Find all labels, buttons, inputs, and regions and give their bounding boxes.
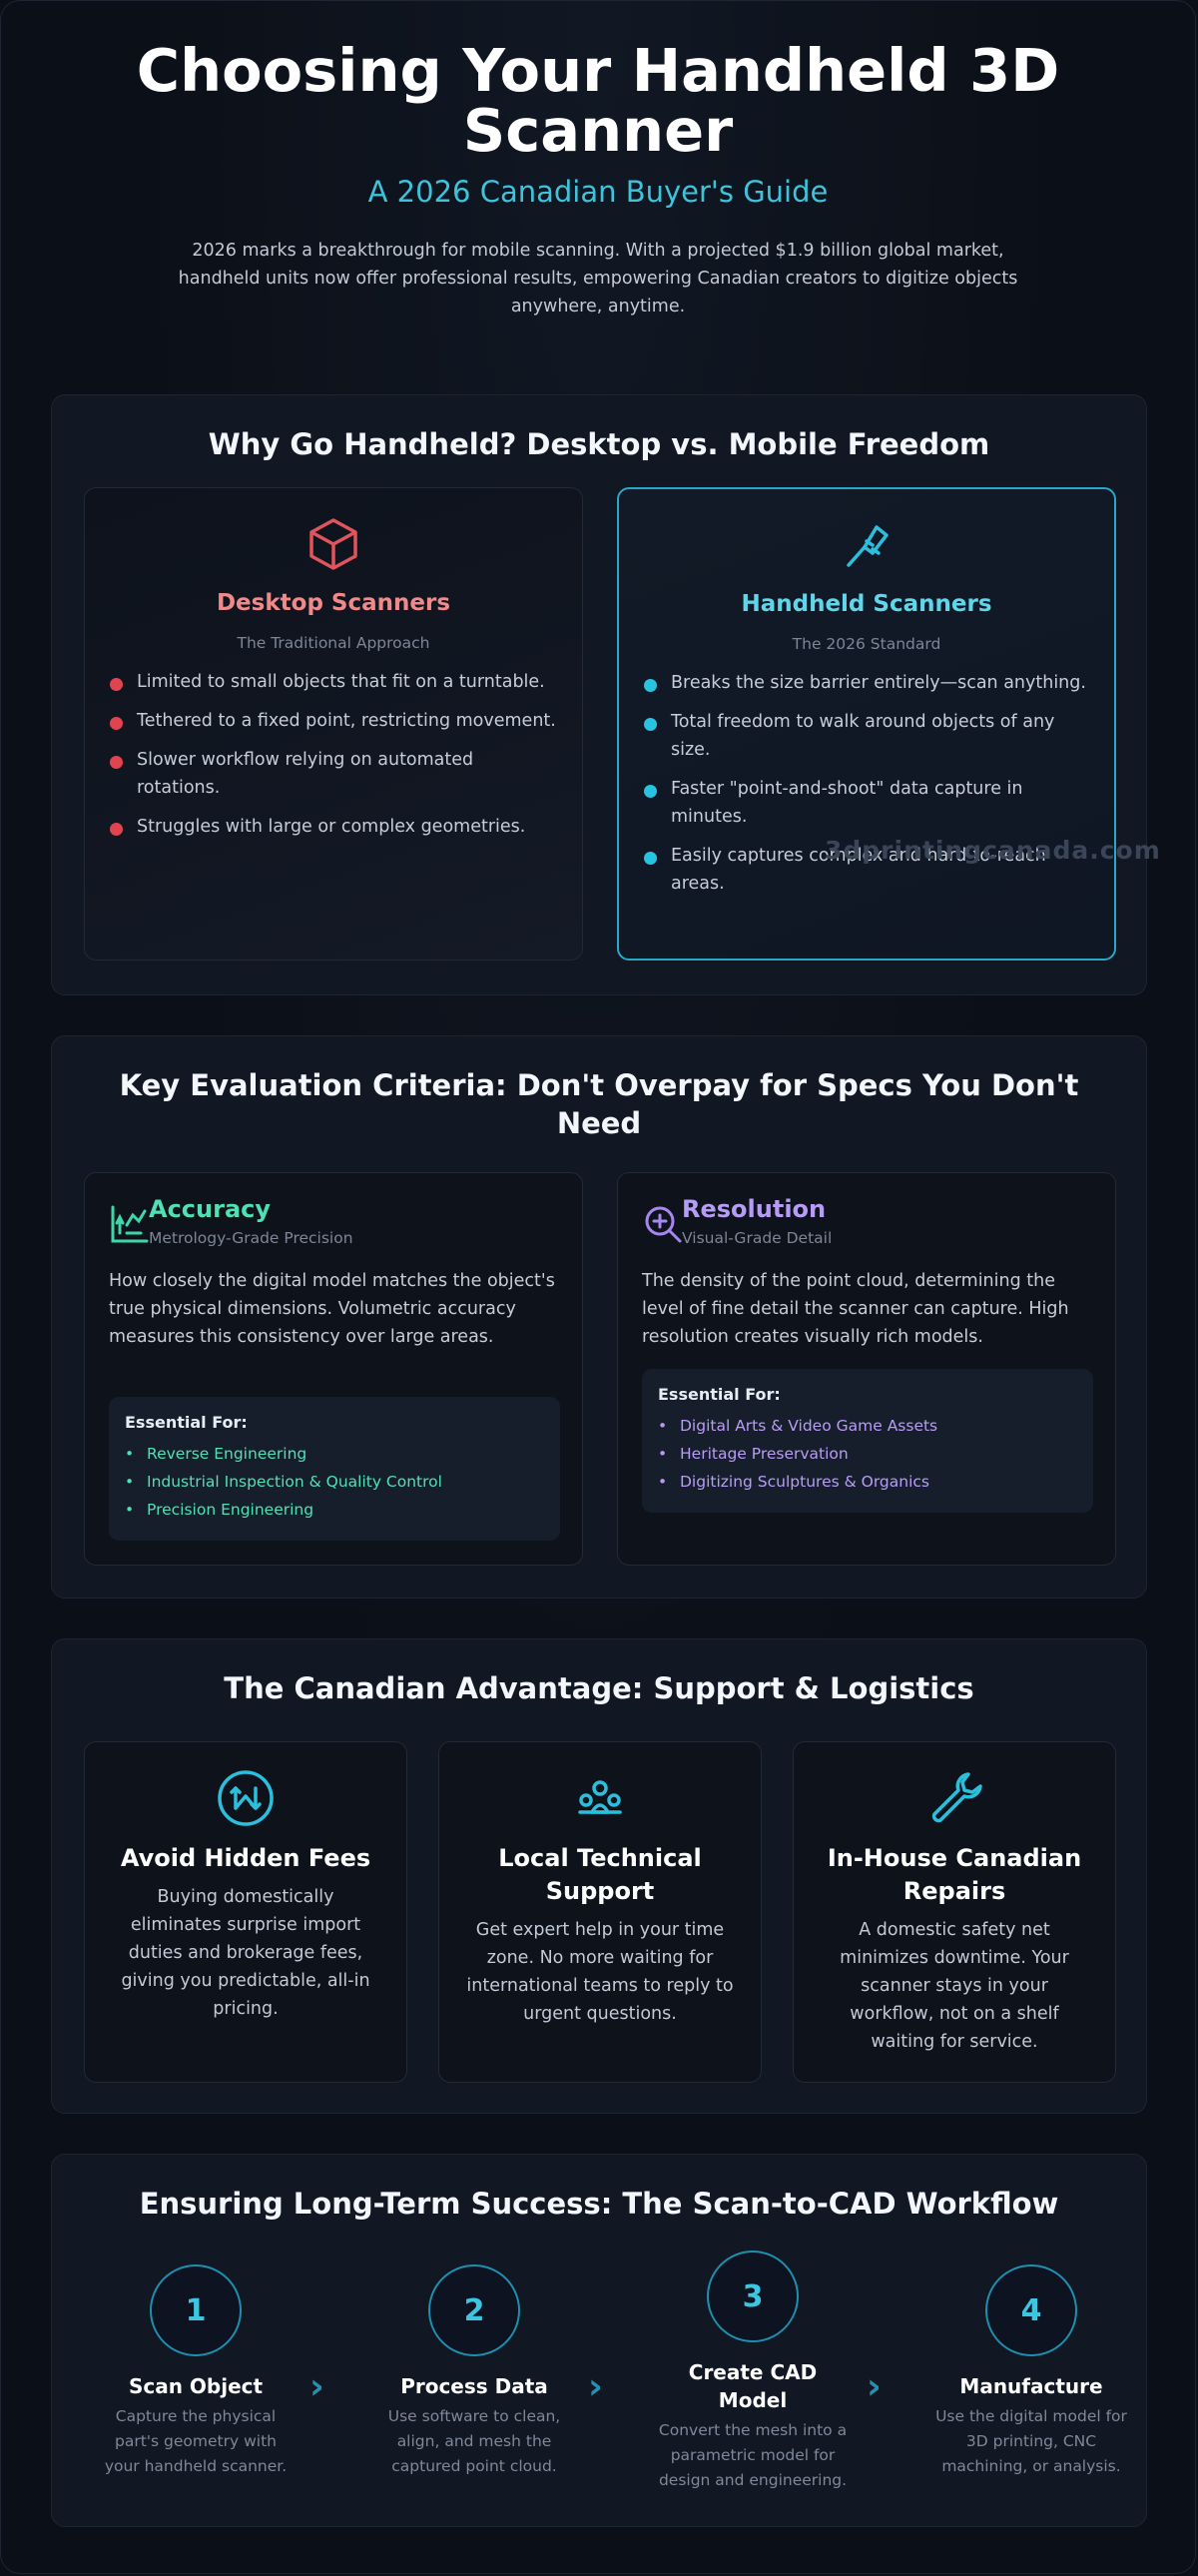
comparison-title: Why Go Handheld? Desktop vs. Mobile Free… xyxy=(208,427,990,461)
step-text: Convert the mesh into a parametric model… xyxy=(658,2421,848,2489)
step-name: Scan Object xyxy=(128,2374,264,2398)
no-fees-icon xyxy=(85,1768,406,1828)
advantage-title: In-House Canadian Repairs xyxy=(827,1844,1082,1905)
step-text: Use software to clean, align, and mesh t… xyxy=(387,2407,561,2475)
advantage-section: The Canadian Advantage: Support & Logist… xyxy=(51,1638,1147,2114)
resolution-description: The density of the point cloud, determin… xyxy=(642,1271,1069,1347)
list-item: Limited to small objects that fit on a t… xyxy=(109,668,558,696)
watermark: 3dprintingcanada.com xyxy=(825,836,1161,865)
resolution-essential-box: Essential For: Digital Arts & Video Game… xyxy=(642,1369,1093,1513)
list-item: Reverse Engineering xyxy=(125,1440,544,1468)
list-item: Industrial Inspection & Quality Control xyxy=(125,1468,544,1496)
desktop-title: Desktop Scanners xyxy=(216,590,451,616)
advantage-card: Local Technical Support Get expert help … xyxy=(438,1741,762,2083)
advantage-title: The Canadian Advantage: Support & Logist… xyxy=(224,1671,974,1705)
desktop-points: Limited to small objects that fit on a t… xyxy=(85,668,582,841)
chevron-right-icon: › xyxy=(867,2366,882,2407)
workflow-step: 1 Scan Object Capture the physical part'… xyxy=(86,2264,305,2479)
list-item: Breaks the size barrier entirely—scan an… xyxy=(643,669,1090,697)
resolution-subtitle: Visual-Grade Detail xyxy=(682,1229,833,1247)
chevron-right-icon: › xyxy=(588,2366,603,2407)
scanner-icon xyxy=(619,515,1114,575)
workflow-step: 3 Create CAD Model Convert the mesh into… xyxy=(643,2251,863,2493)
advantage-card: Avoid Hidden Fees Buying domestically el… xyxy=(84,1741,407,2083)
list-item: Heritage Preservation xyxy=(658,1440,1077,1468)
step-number: 2 xyxy=(428,2264,520,2356)
support-team-icon xyxy=(439,1768,761,1828)
step-number: 1 xyxy=(150,2264,242,2356)
workflow-title: Ensuring Long-Term Success: The Scan-to-… xyxy=(139,2187,1059,2221)
step-name: Manufacture xyxy=(959,2374,1103,2398)
resolution-card: Resolution Visual-Grade Detail The densi… xyxy=(617,1172,1116,1566)
step-text: Use the digital model for 3D printing, C… xyxy=(935,2407,1127,2475)
criteria-title: Key Evaluation Criteria: Don't Overpay f… xyxy=(119,1068,1079,1140)
chevron-right-icon: › xyxy=(309,2366,324,2407)
desktop-tagline: The Traditional Approach xyxy=(237,634,430,652)
advantage-title: Avoid Hidden Fees xyxy=(120,1844,371,1872)
list-item: Tethered to a fixed point, restricting m… xyxy=(109,707,558,735)
step-number: 4 xyxy=(985,2264,1077,2356)
wrench-icon xyxy=(794,1768,1115,1828)
advantage-text: A domestic safety net minimizes downtime… xyxy=(840,1920,1069,2052)
handheld-points: Breaks the size barrier entirely—scan an… xyxy=(619,669,1114,898)
comparison-section: Why Go Handheld? Desktop vs. Mobile Free… xyxy=(51,394,1147,995)
list-item: Slower workflow relying on automated rot… xyxy=(109,746,558,802)
page-title: Choosing Your Handheld 3D Scanner xyxy=(136,36,1060,165)
cube-icon xyxy=(85,514,582,574)
workflow-section: Ensuring Long-Term Success: The Scan-to-… xyxy=(51,2154,1147,2527)
accuracy-description: How closely the digital model matches th… xyxy=(109,1271,555,1347)
handheld-title: Handheld Scanners xyxy=(741,591,992,617)
handheld-tagline: The 2026 Standard xyxy=(792,635,941,653)
list-item: Precision Engineering xyxy=(125,1496,544,1524)
workflow-step: 2 Process Data Use software to clean, al… xyxy=(364,2264,584,2479)
list-item: Easily captures complex and hard-to-reac… xyxy=(643,842,1090,898)
handheld-card: Handheld Scanners The 2026 Standard Brea… xyxy=(617,487,1116,961)
list-item: Faster "point-and-shoot" data capture in… xyxy=(643,775,1090,831)
workflow-step: 4 Manufacture Use the digital model for … xyxy=(921,2264,1141,2479)
step-name: Process Data xyxy=(400,2374,548,2398)
accuracy-subtitle: Metrology-Grade Precision xyxy=(149,1229,353,1247)
resolution-title: Resolution xyxy=(682,1195,827,1223)
accuracy-essential-box: Essential For: Reverse Engineering Indus… xyxy=(109,1397,560,1541)
intro-text: 2026 marks a breakthrough for mobile sca… xyxy=(178,241,1018,317)
advantage-text: Buying domestically eliminates surprise … xyxy=(121,1887,370,2019)
criteria-section: Key Evaluation Criteria: Don't Overpay f… xyxy=(51,1035,1147,1599)
advantage-text: Get expert help in your time zone. No mo… xyxy=(466,1920,734,2024)
list-item: Struggles with large or complex geometri… xyxy=(109,813,558,841)
list-item: Digital Arts & Video Game Assets xyxy=(658,1412,1077,1440)
page-subtitle: A 2026 Canadian Buyer's Guide xyxy=(367,175,829,209)
step-name: Create CAD Model xyxy=(688,2360,818,2412)
list-item: Total freedom to walk around objects of … xyxy=(643,708,1090,764)
essential-label: Essential For: xyxy=(658,1385,781,1404)
step-number: 3 xyxy=(707,2251,799,2342)
essential-label: Essential For: xyxy=(125,1413,248,1432)
advantage-card: In-House Canadian Repairs A domestic saf… xyxy=(793,1741,1116,2083)
desktop-card: Desktop Scanners The Traditional Approac… xyxy=(84,487,583,961)
advantage-title: Local Technical Support xyxy=(498,1844,702,1905)
accuracy-title: Accuracy xyxy=(149,1195,272,1223)
accuracy-card: Accuracy Metrology-Grade Precision How c… xyxy=(84,1172,583,1566)
step-text: Capture the physical part's geometry wit… xyxy=(104,2407,288,2475)
hero: Choosing Your Handheld 3D Scanner A 2026… xyxy=(1,1,1195,321)
list-item: Digitizing Sculptures & Organics xyxy=(658,1468,1077,1496)
